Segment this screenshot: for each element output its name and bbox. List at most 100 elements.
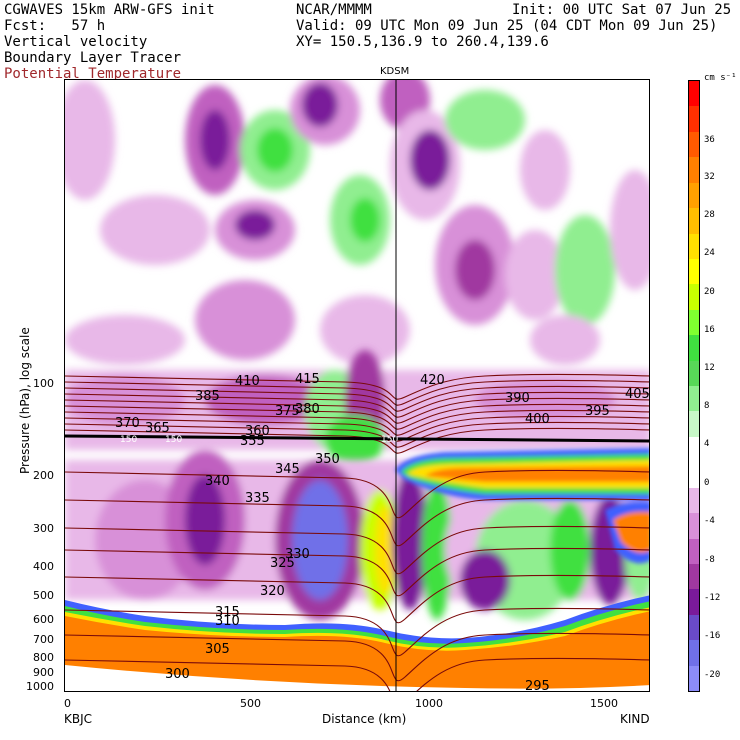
pressure-tick-300: 300 [33, 522, 54, 535]
velocity-blobs-upper [65, 80, 649, 365]
tracer-line-label: 150 [381, 435, 398, 445]
colorbar-segment [689, 106, 699, 133]
theta-label: 320 [260, 584, 285, 599]
theta-label: 360 [245, 424, 270, 439]
theta-label: 375 [275, 404, 300, 419]
pressure-tick-700: 700 [33, 633, 54, 646]
theta-contour-line [65, 547, 649, 597]
y-axis-label: Pressure (hPa), log scale [18, 327, 32, 474]
pressure-tick-600: 600 [33, 613, 54, 626]
field-theta: Potential Temperature [4, 66, 182, 82]
colorbar-segment [689, 258, 699, 285]
colorbar-label: 20 [704, 287, 715, 297]
colorbar-label: -8 [704, 555, 715, 565]
theta-label: 350 [315, 452, 340, 467]
pressure-tick-100: 100 [33, 377, 54, 390]
theta-label: 370 [115, 416, 140, 431]
theta-label: 340 [205, 474, 230, 489]
theta-label: 390 [505, 391, 530, 406]
theta-label: 400 [525, 412, 550, 427]
colorbar-segment [689, 182, 699, 209]
colorbar-segment [689, 81, 699, 107]
field-tracer: Boundary Layer Tracer [4, 50, 182, 66]
theta-contour-line [65, 469, 649, 519]
theta-label: 385 [195, 389, 220, 404]
colorbar-segment [689, 233, 699, 260]
colorbar-segment [689, 462, 699, 489]
colorbar-label: 32 [704, 172, 715, 182]
colorbar-label: 16 [704, 325, 715, 335]
theta-label: 410 [235, 374, 260, 389]
theta-contour-line [65, 497, 649, 547]
tracer-line-label: 150 [165, 435, 182, 445]
colorbar-label: 36 [704, 135, 715, 145]
theta-contour-line [65, 379, 649, 406]
colorbar-label: 0 [704, 478, 710, 488]
colorbar-label: -20 [704, 670, 721, 680]
colorbar-segment [689, 360, 699, 387]
theta-label: 415 [295, 372, 320, 387]
colorbar-segment [689, 436, 699, 463]
station-kind: KIND [620, 712, 650, 726]
xy-coordinates: XY= 150.5,136.9 to 260.4,139.6 [296, 34, 549, 50]
theta-label: 295 [525, 679, 550, 692]
distance-tick-500: 500 [240, 697, 261, 710]
theta-contour-line [65, 421, 649, 448]
colorbar-label: -4 [704, 516, 715, 526]
theta-label: 325 [270, 556, 295, 571]
theta-contour-line [65, 373, 649, 400]
station-kdsm: KDSM [380, 66, 410, 77]
colorbar-segment [689, 513, 699, 539]
colorbar-unit: cm s⁻¹ [704, 73, 737, 83]
pressure-tick-1000: 1000 [26, 680, 54, 693]
theta-label: 420 [420, 373, 445, 388]
theta-label: 380 [295, 402, 320, 417]
distance-tick-0: 0 [64, 697, 71, 710]
distance-tick-1000: 1000 [415, 697, 443, 710]
colorbar-segment [689, 665, 699, 692]
theta-label: 310 [215, 614, 240, 629]
cross-section-plot: 300 305 310 315 320 325 330 335 340 345 350 355 360 3… [64, 79, 650, 692]
theta-contour-line [65, 403, 649, 430]
colorbar-label: 12 [704, 363, 715, 373]
colorbar-segment [689, 131, 699, 158]
station-kbjc: KBJC [64, 712, 93, 726]
theta-contour-line [65, 574, 649, 624]
tracer-150-line [65, 434, 649, 443]
theta-label: 330 [285, 547, 310, 562]
colorbar-label: 4 [704, 439, 710, 449]
distance-tick-1500: 1500 [590, 697, 618, 710]
tracer-line-label: 150 [120, 435, 137, 445]
colorbar [688, 80, 700, 692]
theta-contour-line [65, 415, 649, 442]
colorbar-segment [689, 538, 699, 565]
theta-contours [65, 373, 649, 691]
theta-contour-line [65, 427, 649, 454]
theta-contour-line [65, 632, 649, 682]
forecast-hour: Fcst: 57 h [4, 18, 106, 34]
init-time: Init: 00 UTC Sat 07 Jun 25 [512, 2, 732, 18]
theta-contour-line [65, 391, 649, 418]
theta-label: 405 [625, 387, 650, 402]
colorbar-segment [689, 335, 699, 362]
theta-contour-line [65, 409, 649, 436]
pressure-tick-500: 500 [33, 589, 54, 602]
field-vertical-velocity: Vertical velocity [4, 34, 148, 50]
colorbar-label: -16 [704, 631, 721, 641]
pressure-tick-800: 800 [33, 651, 54, 664]
theta-contour-line [65, 607, 649, 657]
colorbar-label: 28 [704, 210, 715, 220]
colorbar-label: -12 [704, 593, 721, 603]
tracer-jet [395, 448, 649, 564]
colorbar-segment [689, 563, 699, 590]
colorbar-segment [689, 487, 699, 514]
theta-label: 395 [585, 404, 610, 419]
boundary-layer [65, 595, 649, 691]
model-title: CGWAVES 15km ARW-GFS init [4, 2, 215, 18]
theta-label: 345 [275, 462, 300, 477]
pressure-tick-200: 200 [33, 469, 54, 482]
colorbar-segment [689, 614, 699, 641]
pressure-tick-400: 400 [33, 560, 54, 573]
